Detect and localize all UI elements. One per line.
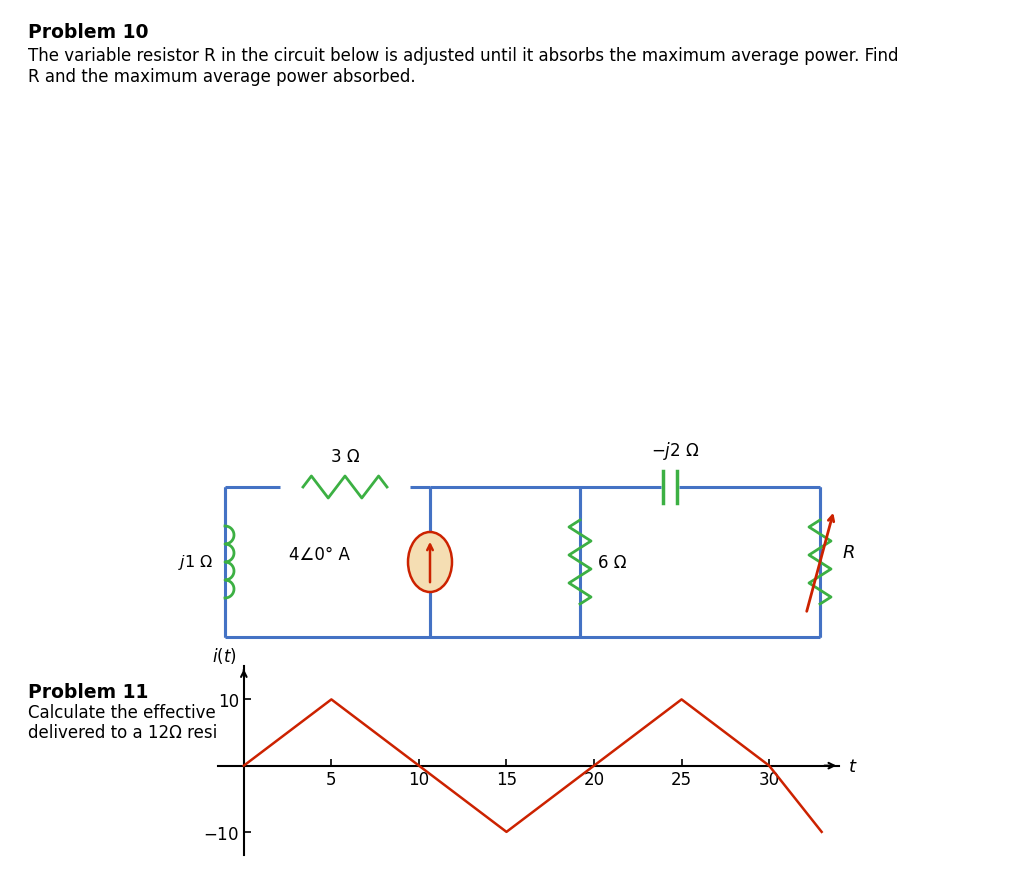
Text: R and the maximum average power absorbed.: R and the maximum average power absorbed… [28,68,415,86]
Text: $-j$2 Ω: $-j$2 Ω [651,439,699,461]
Text: Calculate the effective value of the current waveform in the figure below and th: Calculate the effective value of the cur… [28,703,833,721]
Text: 4∠0° A: 4∠0° A [289,545,350,563]
Text: $i(t)$: $i(t)$ [212,645,237,665]
Text: Problem 11: Problem 11 [28,682,148,702]
Text: 6 Ω: 6 Ω [598,553,627,571]
Text: delivered to a 12Ω resistor when the current runs through the resistor.: delivered to a 12Ω resistor when the cur… [28,724,613,741]
Text: $R$: $R$ [842,544,855,561]
Text: Problem 10: Problem 10 [28,23,148,42]
Ellipse shape [408,532,452,592]
Text: The variable resistor R in the circuit below is adjusted until it absorbs the ma: The variable resistor R in the circuit b… [28,47,898,65]
Text: 3 Ω: 3 Ω [330,447,359,466]
Text: $j$1 Ω: $j$1 Ω [178,553,213,572]
Text: $t$: $t$ [847,757,858,774]
